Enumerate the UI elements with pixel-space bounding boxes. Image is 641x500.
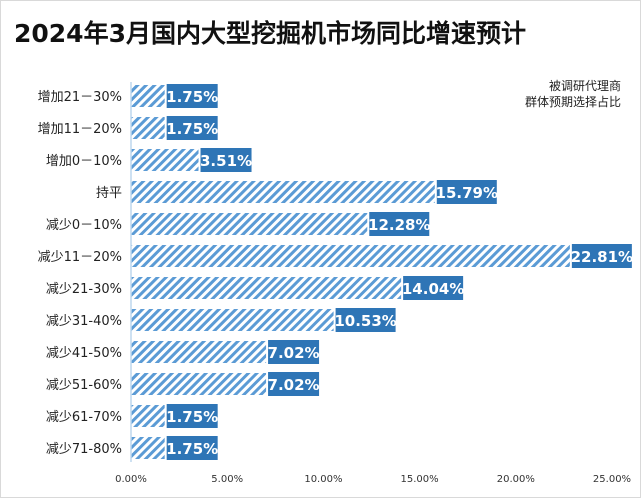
data-label: 7.02% (268, 344, 320, 362)
bar (131, 213, 368, 235)
category-label: 减少61-70% (46, 410, 122, 425)
bar (131, 85, 165, 107)
category-label: 持平 (96, 186, 122, 201)
data-label-box (166, 116, 218, 140)
bar (131, 181, 435, 203)
data-label: 1.75% (166, 88, 218, 106)
x-tick-label: 25.00% (593, 474, 631, 485)
bar (131, 437, 165, 459)
category-label: 增加21－30% (38, 90, 122, 105)
category-label: 减少51-60% (46, 378, 122, 393)
category-label: 增加11－20% (38, 122, 122, 137)
data-label: 1.75% (166, 408, 218, 426)
chart-annotation: 被调研代理商 群体预期选择占比 (524, 79, 621, 109)
data-label-box (571, 244, 632, 268)
data-label: 10.53% (334, 312, 396, 330)
category-label: 减少31-40% (46, 314, 122, 329)
data-label: 1.75% (166, 120, 218, 138)
data-label: 15.79% (436, 184, 498, 202)
data-label-box (335, 308, 396, 332)
data-label-box (436, 180, 497, 204)
data-label-box (166, 436, 218, 460)
data-label: 12.28% (368, 216, 430, 234)
category-label: 增加0－10% (46, 154, 122, 169)
category-label: 减少71-80% (46, 442, 122, 457)
category-label: 减少11－20% (38, 250, 122, 265)
data-label-box (403, 276, 464, 300)
data-label: 22.81% (571, 248, 633, 266)
data-label: 1.75% (166, 440, 218, 458)
data-label: 14.04% (402, 280, 464, 298)
data-label-box (369, 212, 430, 236)
bar (131, 373, 267, 395)
bar (131, 341, 267, 363)
data-label: 3.51% (200, 152, 252, 170)
data-label-box (268, 340, 320, 364)
bar (131, 405, 165, 427)
x-tick-label: 20.00% (497, 474, 535, 485)
x-tick-label: 5.00% (211, 474, 243, 485)
x-tick-label: 0.00% (115, 474, 147, 485)
bar (131, 117, 165, 139)
data-label-box (200, 148, 252, 172)
data-label-box (166, 404, 218, 428)
bar (131, 277, 402, 299)
chart-title: 2024年3月国内大型挖掘机市场同比增速预计 (14, 19, 526, 48)
bar (131, 309, 334, 331)
category-label: 减少0－10% (46, 218, 122, 233)
category-label: 减少41-50% (46, 346, 122, 361)
x-tick-label: 10.00% (304, 474, 342, 485)
data-label-box (166, 84, 218, 108)
bar (131, 245, 570, 267)
category-label: 减少21-30% (46, 282, 122, 297)
data-label: 7.02% (268, 376, 320, 394)
bar (131, 149, 199, 171)
data-label-box (268, 372, 320, 396)
x-tick-label: 15.00% (401, 474, 439, 485)
